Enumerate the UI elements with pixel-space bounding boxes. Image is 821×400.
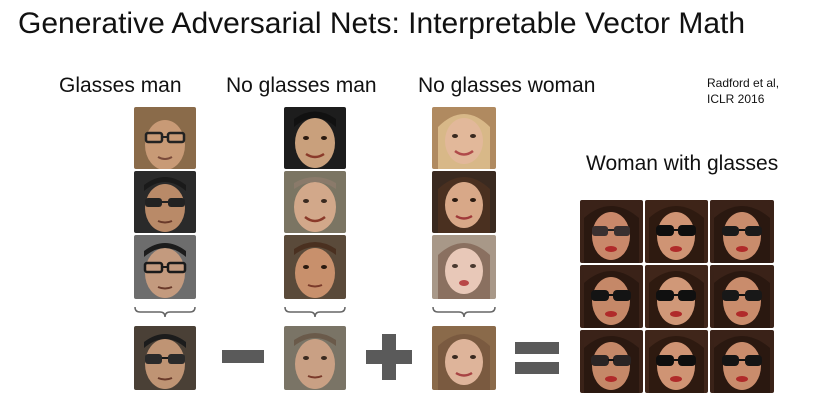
glasses-man-face-2: [134, 171, 196, 233]
no-glasses-woman-face-1: [432, 107, 496, 169]
plus-operator-vertical: [382, 334, 396, 380]
no-glasses-man-face-3: [284, 235, 346, 299]
no-glasses-woman-face-2: [432, 171, 496, 233]
glasses-man-face-3: [134, 235, 196, 299]
minus-operator-icon: [222, 350, 264, 363]
result-face-r3c1: [580, 330, 643, 393]
equals-operator-bottom-bar: [515, 362, 559, 374]
column-label-no-glasses-man: No glasses man: [226, 74, 377, 97]
result-face-r1c2: [645, 200, 708, 263]
glasses-man-average-face: [134, 326, 196, 390]
no-glasses-woman-face-3: [432, 235, 496, 299]
result-face-r2c2: [645, 265, 708, 328]
result-face-r1c1: [580, 200, 643, 263]
equals-operator-icon: [515, 342, 559, 354]
glasses-man-face-1: [134, 107, 196, 169]
no-glasses-man-average-face: [284, 326, 346, 390]
result-face-r3c3: [710, 330, 774, 393]
brace-no-glasses-man: [284, 306, 346, 318]
result-label: Woman with glasses: [586, 152, 779, 175]
result-face-r2c3: [710, 265, 774, 328]
result-face-r1c3: [710, 200, 774, 263]
citation-line-1: Radford et al,: [707, 76, 780, 90]
slide-title: Generative Adversarial Nets: Interpretab…: [18, 7, 746, 40]
brace-glasses-man: [134, 306, 196, 318]
result-face-r2c1: [580, 265, 643, 328]
column-label-no-glasses-woman: No glasses woman: [418, 74, 596, 97]
no-glasses-man-face-2: [284, 171, 346, 233]
citation-line-2: ICLR 2016: [707, 92, 765, 106]
brace-no-glasses-woman: [432, 306, 496, 318]
column-label-glasses-man: Glasses man: [59, 74, 182, 97]
no-glasses-woman-average-face: [432, 326, 496, 390]
result-face-r3c2: [645, 330, 708, 393]
no-glasses-man-face-1: [284, 107, 346, 169]
